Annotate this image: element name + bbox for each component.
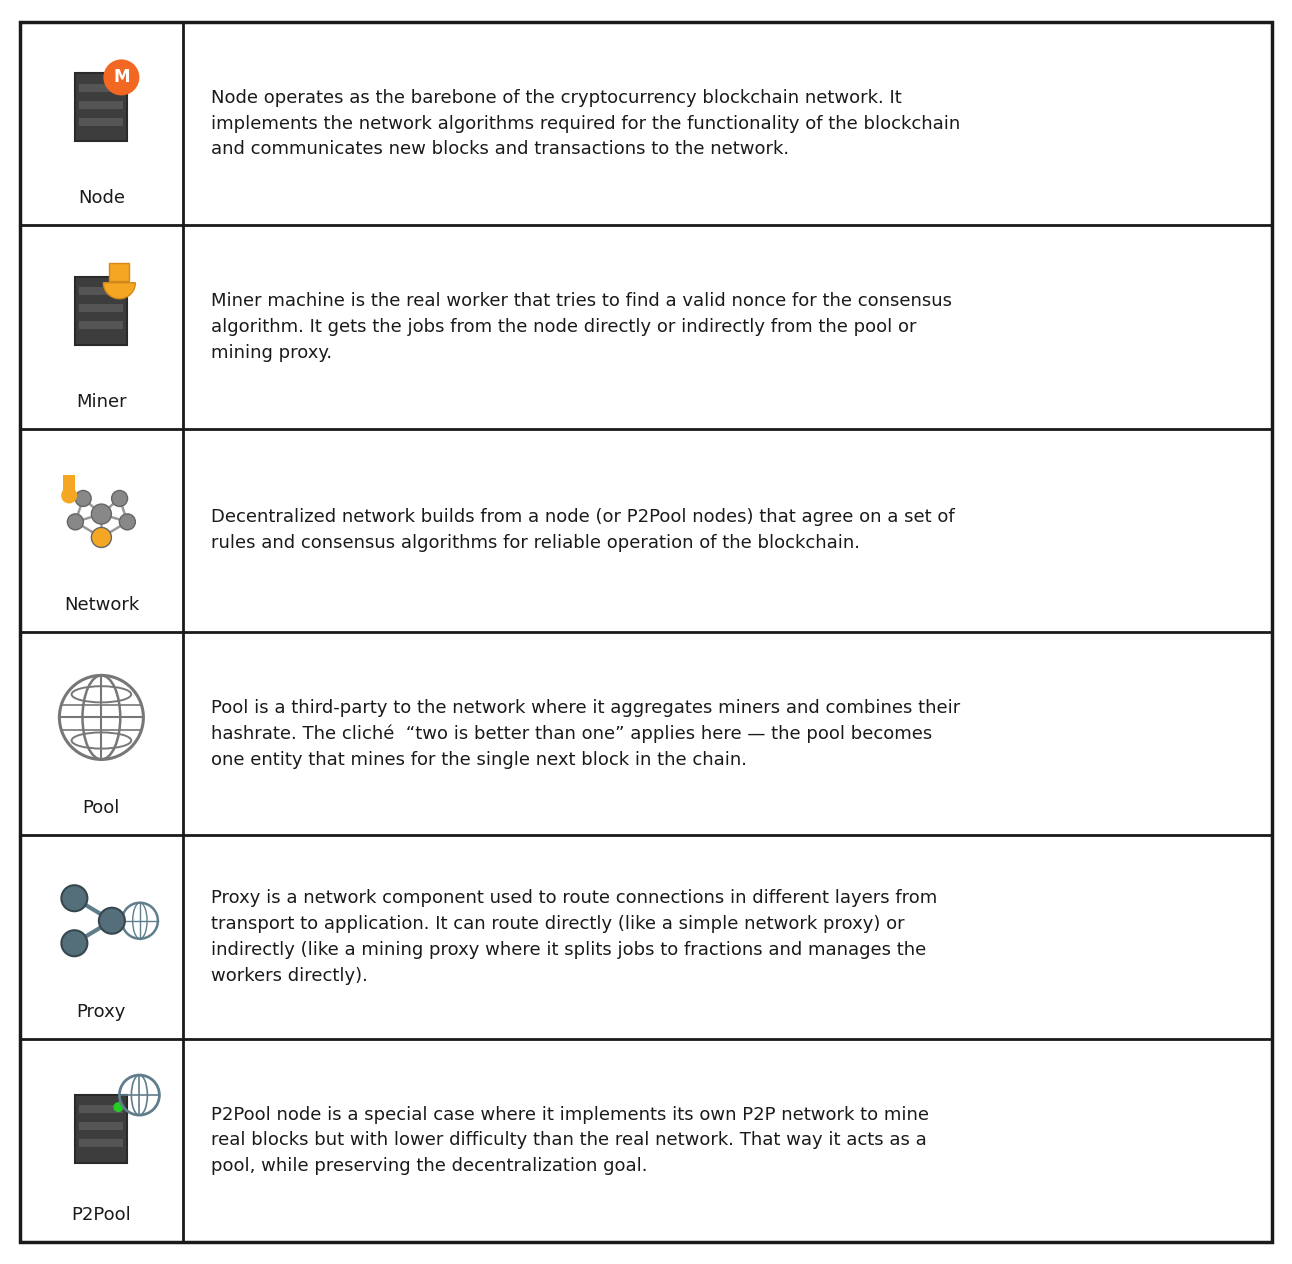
Bar	[79, 1122, 123, 1130]
Circle shape	[62, 930, 88, 957]
Text: Pool is a third-party to the network where it aggregates miners and combines the: Pool is a third-party to the network whe…	[211, 699, 960, 769]
Circle shape	[119, 514, 136, 530]
Text: Proxy is a network component used to route connections in different layers from
: Proxy is a network component used to rou…	[211, 890, 937, 985]
Text: Network: Network	[63, 597, 140, 614]
Bar	[75, 73, 128, 142]
Text: P2Pool node is a special case where it implements its own P2P network to mine
re: P2Pool node is a special case where it i…	[211, 1106, 929, 1176]
Bar	[79, 118, 123, 125]
Bar	[75, 1095, 128, 1163]
Bar	[79, 1139, 123, 1148]
Circle shape	[99, 908, 125, 934]
Text: Miner machine is the real worker that tries to find a valid nonce for the consen: Miner machine is the real worker that tr…	[211, 292, 952, 362]
Circle shape	[67, 514, 84, 530]
Bar	[110, 263, 129, 281]
Circle shape	[61, 488, 78, 503]
Text: Node: Node	[78, 190, 125, 207]
Circle shape	[111, 490, 128, 507]
Bar	[79, 303, 123, 312]
Text: Miner: Miner	[76, 393, 127, 411]
Text: Node operates as the barebone of the cryptocurrency blockchain network. It
imple: Node operates as the barebone of the cry…	[211, 88, 960, 158]
Bar	[79, 287, 123, 295]
Circle shape	[75, 490, 92, 507]
Circle shape	[114, 1102, 123, 1112]
Circle shape	[92, 527, 111, 547]
Circle shape	[92, 504, 111, 525]
Circle shape	[62, 885, 88, 911]
Bar	[79, 1105, 123, 1114]
Circle shape	[114, 283, 123, 293]
Bar	[79, 83, 123, 92]
Wedge shape	[103, 283, 136, 298]
Bar	[79, 321, 123, 329]
Bar	[63, 475, 75, 493]
Bar	[75, 277, 128, 345]
Circle shape	[114, 81, 123, 91]
Text: P2Pool: P2Pool	[71, 1206, 132, 1224]
Circle shape	[103, 59, 140, 95]
Bar	[79, 101, 123, 109]
Text: Pool: Pool	[83, 799, 120, 818]
Text: Proxy: Proxy	[76, 1002, 127, 1020]
Text: Decentralized network builds from a node (or P2Pool nodes) that agree on a set o: Decentralized network builds from a node…	[211, 508, 955, 552]
Text: M: M	[114, 68, 129, 86]
